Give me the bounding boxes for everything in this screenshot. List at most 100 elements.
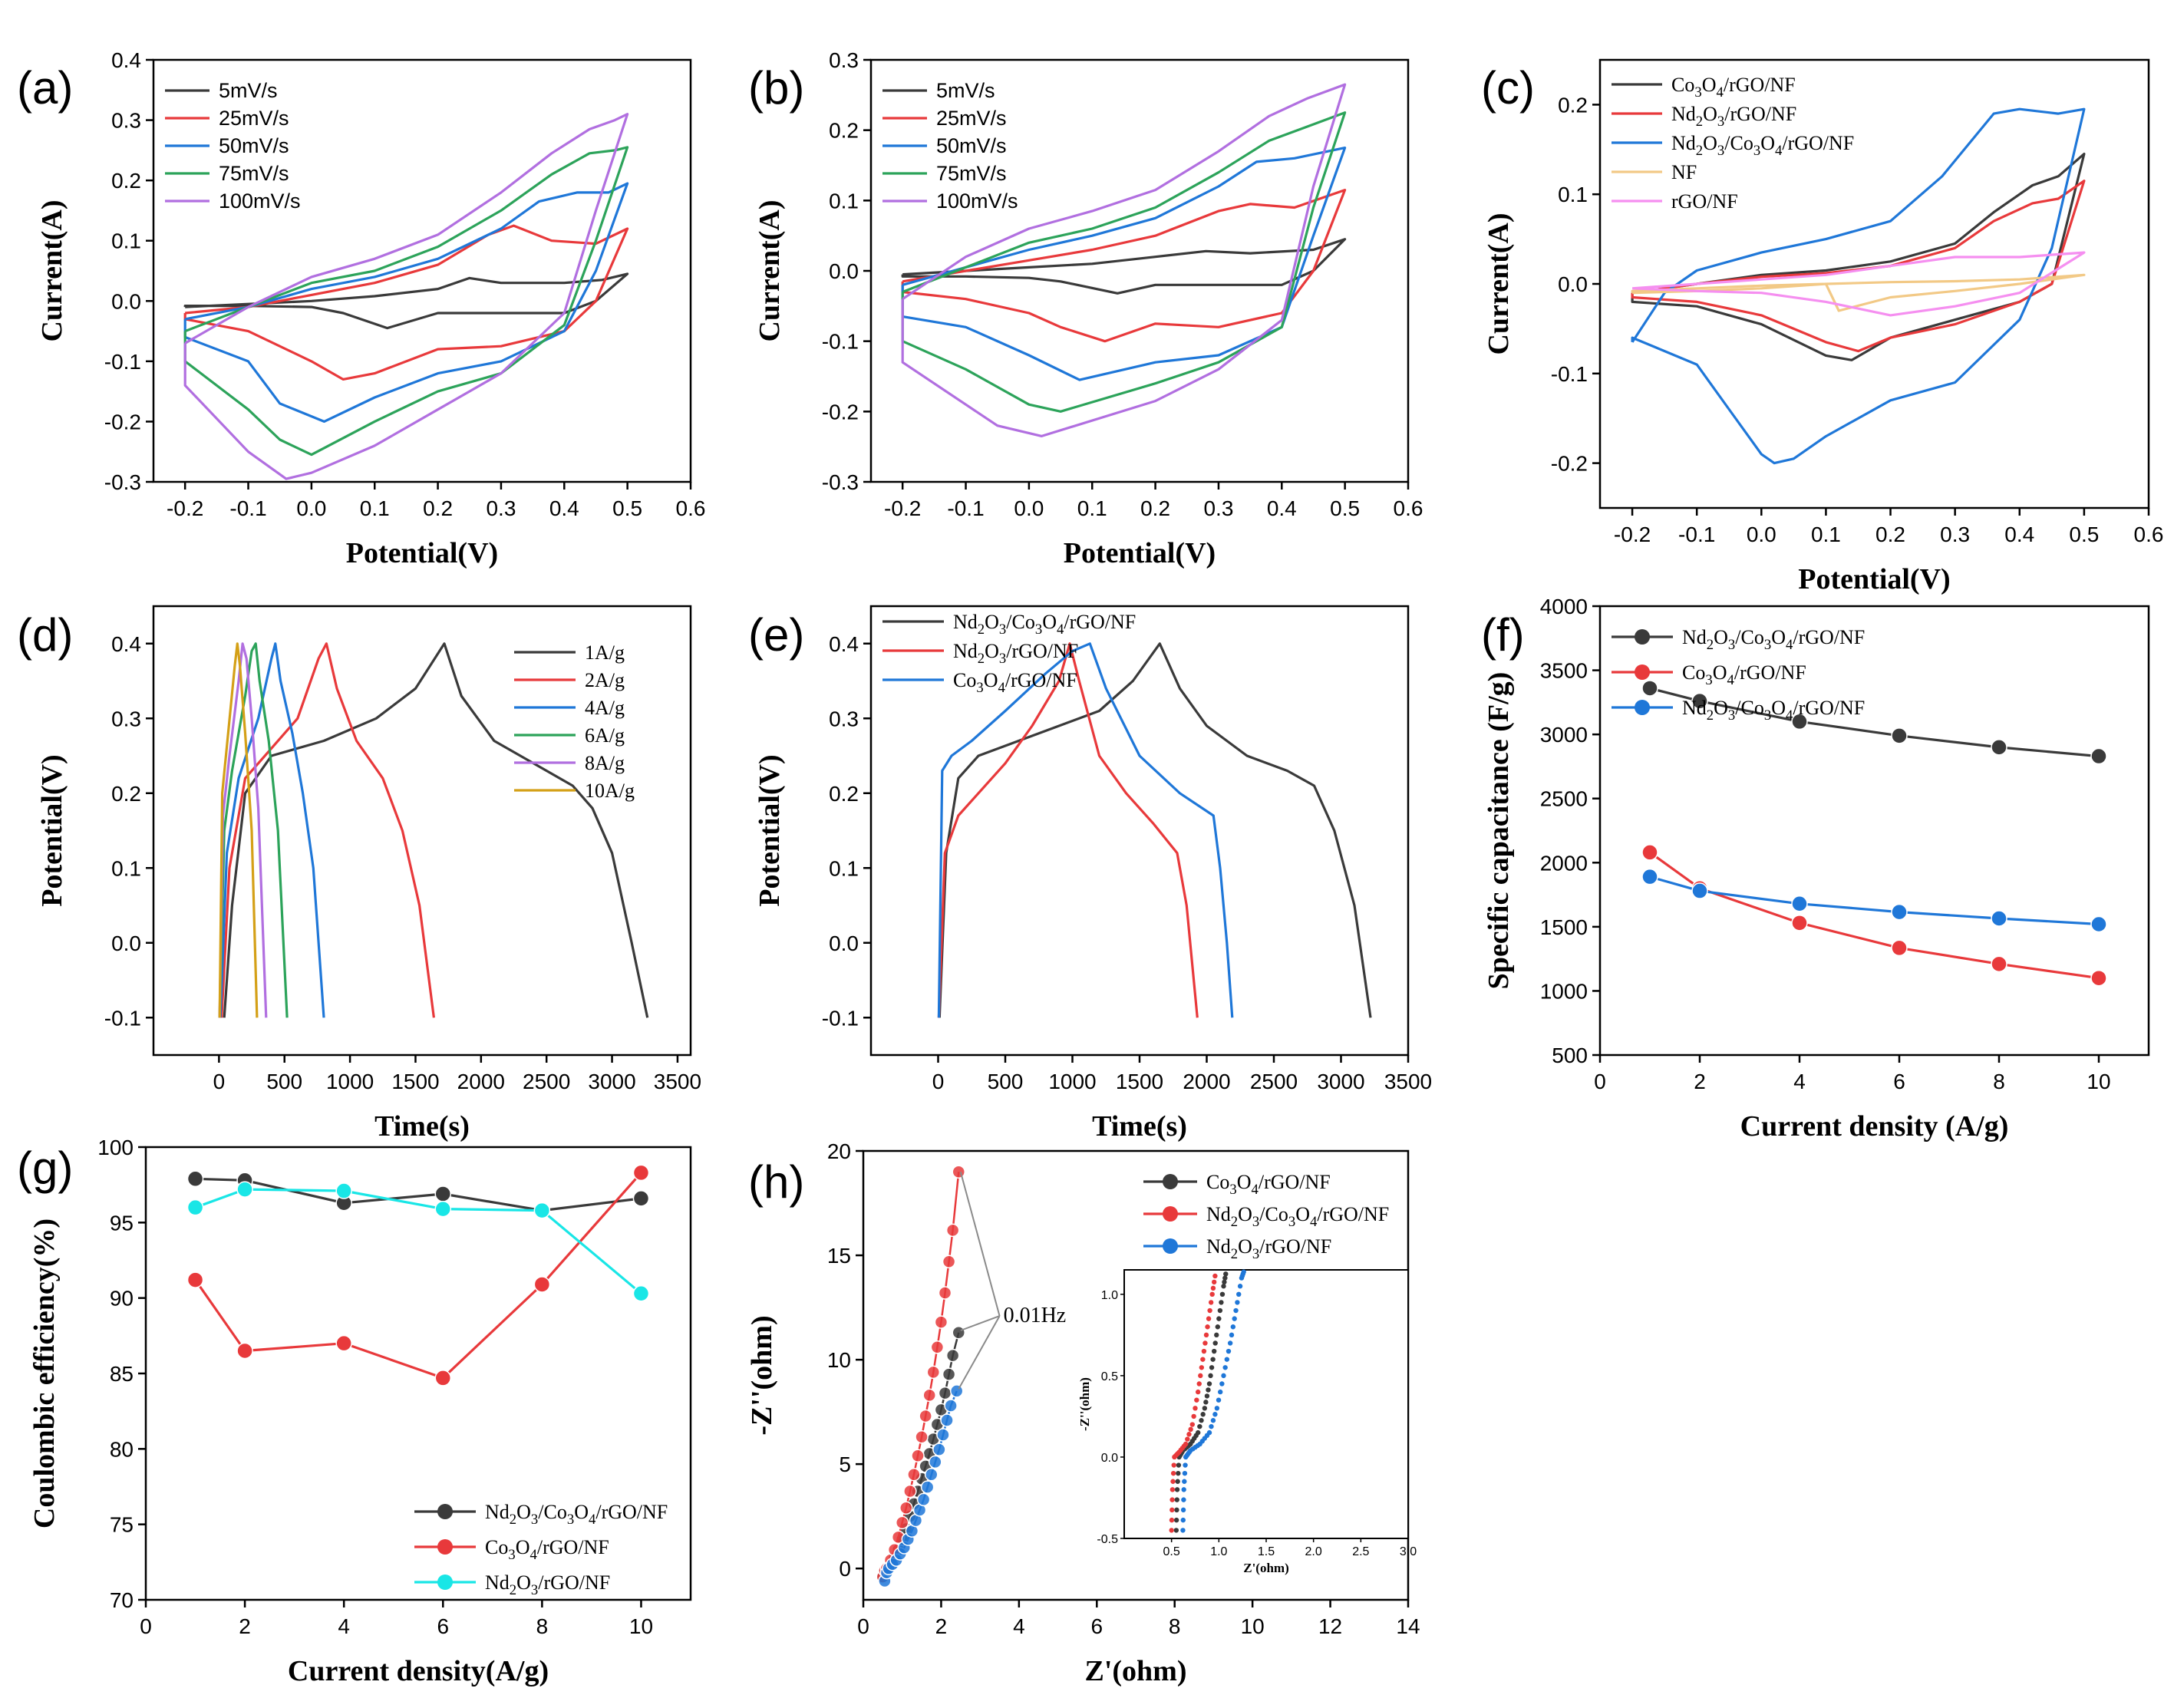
inset-data-point-0 (1209, 1365, 1215, 1370)
legend-label-part: Nd (1206, 1203, 1231, 1225)
panel-label-h: (h) (748, 1156, 804, 1208)
data-point-h-1 (899, 1501, 913, 1515)
inset-data-point-0 (1216, 1316, 1222, 1321)
legend-label: Co3O4/rGO/NF (1206, 1171, 1331, 1198)
legend-label: 5mV/s (219, 79, 278, 102)
y-tick-label: 70 (110, 1588, 134, 1612)
legend-label: Co3O4/rGO/NF (1671, 74, 1796, 101)
data-point-h-1 (915, 1430, 929, 1444)
data-point-g-2 (533, 1202, 551, 1219)
panel-label-d: (d) (17, 609, 73, 661)
inset-data-point-2 (1180, 1528, 1186, 1533)
legend-label-part: Nd (485, 1501, 510, 1523)
plot-frame (152, 58, 692, 483)
legend-marker (437, 1504, 453, 1519)
legend-label-part: /rGO/NF (1793, 626, 1865, 648)
y-tick-label: 1000 (1540, 979, 1588, 1003)
inset-data-point-1 (1169, 1487, 1176, 1492)
legend-label: 100mV/s (219, 190, 301, 213)
series-line-a-0 (183, 272, 629, 330)
y-tick-label: 0.3 (829, 707, 859, 730)
inset-data-point-0 (1200, 1412, 1206, 1417)
legend-label: 50mV/s (936, 134, 1007, 157)
x-axis-label: Potential(V) (1798, 563, 1950, 595)
y-tick-label: 0.1 (829, 856, 859, 880)
legend-label: 10A/g (585, 780, 635, 802)
legend-label-part: 3 (1252, 1246, 1259, 1262)
y-axis-label: Current(A) (36, 199, 68, 341)
data-point-h-2 (949, 1384, 964, 1398)
legend-label-part: O (1713, 661, 1727, 684)
series-line-g-2 (194, 1188, 642, 1295)
y-tick-label: 0.1 (829, 189, 859, 213)
x-tick-label: 0.3 (486, 496, 516, 520)
legend-label: Nd2O3/rGO/NF (953, 640, 1078, 667)
x-tick-label: 1000 (1048, 1070, 1096, 1093)
inset-data-point-2 (1181, 1487, 1186, 1492)
panel-d: (d) 0 500 1000 1500 2000 2500 3000 3500 -0.1 0.0 0.… (17, 605, 701, 1143)
inset-data-point-0 (1215, 1324, 1220, 1330)
y-tick-label: 85 (110, 1362, 134, 1386)
legend-label: Nd2O3/Co3O4/rGO/NF (1682, 697, 1865, 724)
data-point-f-1 (2090, 969, 2107, 987)
legend-label-part: Co (485, 1536, 508, 1558)
series-line-b-4 (901, 83, 1347, 438)
legend-label-part: Co (953, 669, 976, 691)
data-point-f-0 (1991, 739, 2007, 756)
legend-label-part: Nd (953, 640, 978, 662)
y-tick-label: 0.0 (829, 259, 859, 283)
legend-label-part: O (574, 1501, 589, 1523)
legend-label: 50mV/s (219, 134, 289, 157)
inset-data-point-2 (1182, 1470, 1188, 1476)
data-point-g-2 (434, 1200, 452, 1218)
inset-data-point-1 (1206, 1316, 1212, 1321)
y-axis-label: -Z''(ohm) (746, 1315, 778, 1435)
inset-data-point-1 (1183, 1441, 1189, 1447)
legend-label-part: 3 (1229, 1182, 1236, 1198)
x-tick-label: 14 (1396, 1614, 1420, 1638)
inset-data-point-1 (1170, 1470, 1176, 1476)
data-point-f-1 (1641, 844, 1658, 861)
inset-data-point-0 (1174, 1507, 1179, 1513)
data-point-h-0 (938, 1386, 952, 1400)
legend-label: Nd2O3/rGO/NF (485, 1571, 610, 1598)
legend-label-part: O (1042, 611, 1057, 633)
data-point-h-2 (916, 1492, 931, 1507)
inset-data-point-2 (1224, 1357, 1230, 1362)
y-tick-label: 500 (1552, 1044, 1588, 1067)
data-point-h-1 (926, 1365, 941, 1380)
y-tick-label: 0.2 (1558, 93, 1588, 117)
legend-label-part: O (1702, 74, 1717, 96)
legend-label: Nd2O3/rGO/NF (1671, 103, 1796, 130)
data-point-g-2 (335, 1182, 352, 1199)
x-tick-label: 8 (1993, 1070, 2005, 1093)
inset-data-point-1 (1208, 1300, 1214, 1305)
x-tick-label: 2500 (523, 1070, 570, 1093)
x-tick-label: 0.2 (1875, 523, 1905, 546)
series-line-d-5 (218, 642, 259, 1018)
x-tick-label: 0.4 (549, 496, 579, 520)
legend-label: 6A/g (585, 724, 625, 747)
legend-label-part: 3 (1764, 637, 1771, 653)
inset-data-point-2 (1236, 1291, 1242, 1297)
inset-data-point-2 (1210, 1418, 1216, 1423)
data-point-f-2 (1991, 910, 2007, 927)
x-tick-label: 0.0 (1014, 496, 1044, 520)
inset-data-point-1 (1198, 1373, 1203, 1379)
inset-data-point-2 (1216, 1397, 1222, 1403)
series-line-f-0 (1649, 687, 2100, 758)
y-tick-label: 0.4 (111, 48, 141, 72)
legend-label-part: 4 (998, 680, 1005, 696)
x-tick-label: 4 (1793, 1070, 1806, 1093)
frequency-annotation: 0.01Hz (1004, 1304, 1067, 1327)
legend-label: 75mV/s (936, 162, 1007, 185)
series-line-f-1 (1649, 851, 2100, 980)
panel-a: (a) -0.2 -0.1 0.0 0.1 0.2 0.3 0.4 0.5 0.6 -0.3 -0.2… (17, 48, 705, 569)
legend-label-part: Co (1206, 1171, 1229, 1193)
legend-marker (1163, 1238, 1178, 1254)
legend-label-part: /Co (538, 1501, 567, 1523)
inset-data-point-0 (1199, 1418, 1204, 1423)
y-tick-label: 0.0 (1558, 272, 1588, 296)
legend-marker (1163, 1174, 1178, 1189)
inset-data-point-1 (1209, 1291, 1215, 1297)
